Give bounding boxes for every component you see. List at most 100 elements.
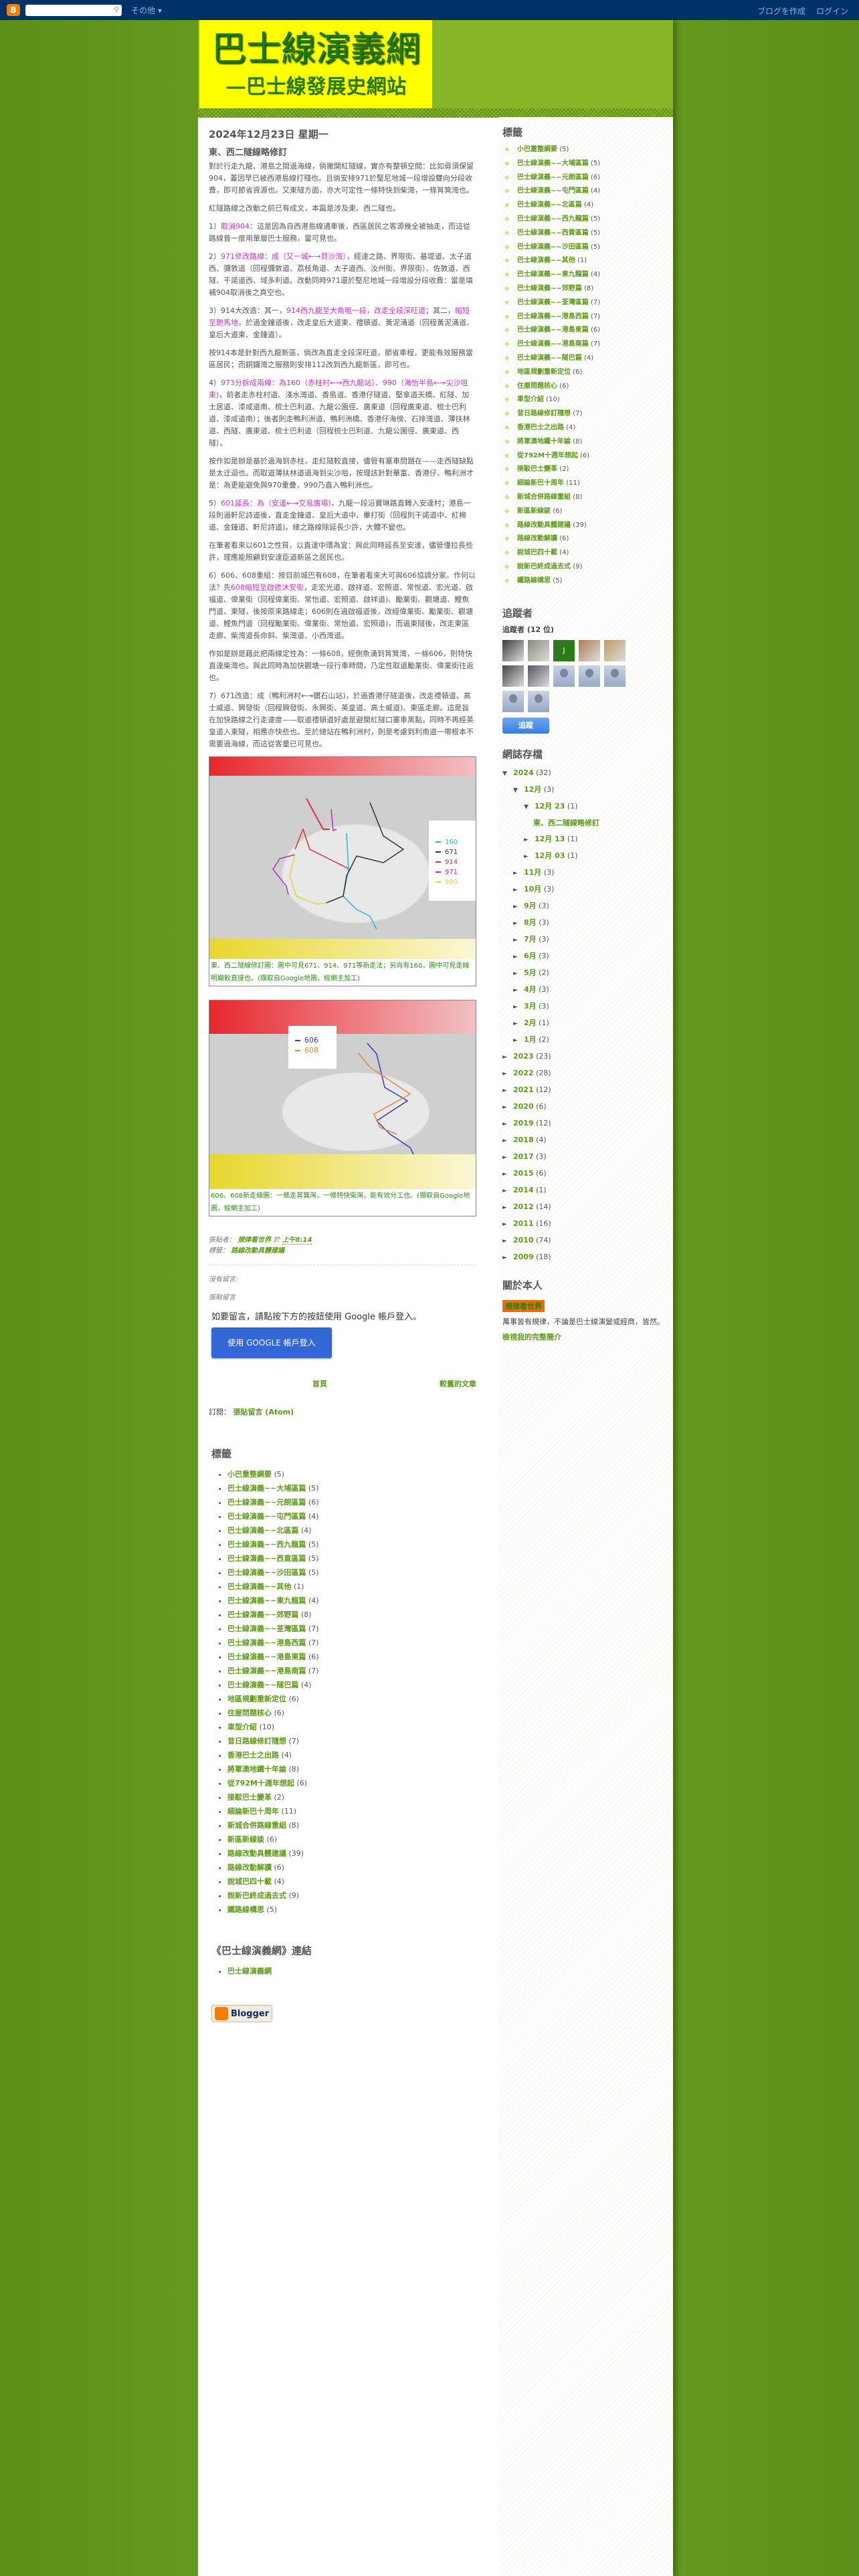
- archive-day-link[interactable]: 12月 13: [535, 834, 565, 843]
- archive-day-link[interactable]: 12月 23: [535, 801, 565, 811]
- archive-day-link[interactable]: 12月 03: [535, 851, 565, 860]
- label-link[interactable]: 巴士線演義~~荃灣區篇: [227, 1624, 306, 1633]
- label-link[interactable]: 說城巴四十載: [517, 549, 557, 557]
- post-label-link[interactable]: 路線改動具體建議: [231, 1247, 285, 1255]
- archive-year-link[interactable]: 2010: [513, 1235, 534, 1245]
- archive-month-link[interactable]: 9月: [524, 901, 537, 910]
- label-link[interactable]: 說新巴終成過去式: [517, 562, 571, 570]
- older-posts-link[interactable]: 較舊的文章: [440, 1380, 476, 1388]
- label-link[interactable]: 巴士線演義~~元朗區篇: [227, 1498, 306, 1507]
- archive-year-link[interactable]: 2015: [513, 1168, 534, 1178]
- blogger-logo-icon[interactable]: B: [7, 4, 20, 16]
- view-profile-link[interactable]: 檢視我的完整簡介: [502, 1332, 561, 1341]
- expand-toggle-icon[interactable]: ►: [513, 1003, 518, 1010]
- expand-toggle-icon[interactable]: ►: [513, 970, 518, 977]
- expand-toggle-icon[interactable]: ►: [513, 986, 518, 994]
- label-link[interactable]: 香港巴士之出路: [227, 1751, 279, 1759]
- blog-title-banner[interactable]: 巴士線演義網 —巴士線發展史網站: [199, 20, 432, 108]
- login-link[interactable]: ログイン: [816, 7, 848, 16]
- collapse-toggle-icon[interactable]: ▼: [524, 803, 529, 811]
- label-link[interactable]: 路線改動具體建議: [517, 521, 571, 529]
- label-link[interactable]: 巴士線演義~~北區篇: [227, 1526, 299, 1535]
- label-link[interactable]: 地區規劃重新定位: [227, 1695, 286, 1703]
- expand-toggle-icon[interactable]: ►: [502, 1137, 507, 1144]
- label-link[interactable]: 路線改動解讀: [517, 535, 557, 543]
- powered-by-blogger-badge[interactable]: Blogger: [211, 2005, 273, 2022]
- follower-avatar[interactable]: [579, 665, 600, 687]
- label-link[interactable]: 巴士線演義~~其他: [227, 1582, 292, 1591]
- label-link[interactable]: 細論新巴十周年: [517, 479, 564, 488]
- label-link[interactable]: 巴士線演義~~沙田區篇: [517, 243, 589, 251]
- expand-toggle-icon[interactable]: ►: [502, 1254, 507, 1261]
- label-link[interactable]: 巴士線演義~~西九龍篇: [517, 215, 589, 223]
- profile-name-badge[interactable]: 規律看世界: [502, 1299, 545, 1312]
- navbar-search-input[interactable]: ⚲: [25, 4, 122, 16]
- expand-toggle-icon[interactable]: ►: [502, 1053, 507, 1061]
- label-link[interactable]: 小巴重整綱要: [517, 146, 557, 153]
- label-link[interactable]: 巴士線演義~~隧巴篇: [517, 354, 582, 362]
- label-link[interactable]: 路線改動具體建議: [227, 1849, 286, 1858]
- label-link[interactable]: 巴士線演義~~荃灣區篇: [517, 298, 589, 306]
- label-link[interactable]: 住屋問題核心: [517, 382, 557, 390]
- archive-post-link[interactable]: 東、西二隧線略修訂: [533, 818, 599, 827]
- label-link[interactable]: 說城巴四十載: [227, 1877, 272, 1886]
- expand-toggle-icon[interactable]: ►: [502, 1170, 507, 1178]
- more-menu[interactable]: その他 ▾: [131, 5, 162, 15]
- home-link[interactable]: 首頁: [312, 1380, 327, 1388]
- label-link[interactable]: 小巴重整綱要: [227, 1470, 272, 1479]
- archive-year-link[interactable]: 2019: [513, 1118, 534, 1128]
- expand-toggle-icon[interactable]: ►: [513, 886, 518, 893]
- label-link[interactable]: 將軍澳地鐵十年論: [227, 1765, 286, 1774]
- archive-year-link[interactable]: 2011: [513, 1218, 534, 1228]
- label-link[interactable]: 巴士線演義~~港島西篇: [227, 1638, 306, 1647]
- label-link[interactable]: 巴士線演義~~港島東篇: [227, 1652, 306, 1661]
- follower-avatar[interactable]: [528, 690, 549, 712]
- label-link[interactable]: 昔日路線修訂隨想: [227, 1737, 286, 1745]
- label-link[interactable]: 新城合併路線重組: [227, 1821, 286, 1830]
- label-link[interactable]: 巴士線演義~~港島東篇: [517, 326, 589, 334]
- expand-toggle-icon[interactable]: ►: [513, 1037, 518, 1044]
- label-link[interactable]: 巴士線演義~~港島西篇: [517, 312, 589, 320]
- archive-year-link[interactable]: 2021: [513, 1085, 534, 1094]
- expand-toggle-icon[interactable]: ►: [502, 1187, 507, 1194]
- label-link[interactable]: 巴士線演義~~隧巴篇: [227, 1681, 299, 1689]
- label-link[interactable]: 說新巴終成過去式: [227, 1891, 286, 1900]
- follower-avatar[interactable]: J: [553, 639, 575, 661]
- label-link[interactable]: 巴士線演義~~郊野篇: [227, 1610, 299, 1619]
- expand-toggle-icon[interactable]: ►: [524, 836, 529, 843]
- label-link[interactable]: 地區規劃重新定位: [517, 368, 571, 376]
- label-link[interactable]: 巴士線演義~~西貢區篇: [517, 229, 589, 237]
- label-link[interactable]: 巴士線演義~~郊野篇: [517, 284, 582, 292]
- follower-avatar[interactable]: [604, 665, 626, 687]
- archive-year-link[interactable]: 2014: [513, 1185, 534, 1194]
- post-title[interactable]: 東、西二隧線略修訂: [209, 148, 288, 158]
- follower-avatar[interactable]: [528, 639, 549, 661]
- archive-month-link[interactable]: 2月: [524, 1018, 537, 1027]
- label-link[interactable]: 鐵路線構思: [517, 576, 551, 584]
- follower-avatar[interactable]: [502, 690, 524, 712]
- archive-year-link[interactable]: 2020: [513, 1101, 534, 1111]
- expand-toggle-icon[interactable]: ►: [513, 920, 518, 927]
- label-link[interactable]: 巴士線演義~~大埔區篇: [517, 159, 589, 167]
- expand-toggle-icon[interactable]: ►: [502, 1154, 507, 1161]
- search-icon[interactable]: ⚲: [113, 5, 119, 14]
- label-link[interactable]: 巴士線演義~~東九龍篇: [227, 1596, 306, 1605]
- follower-avatar[interactable]: [553, 665, 575, 687]
- route-map-image[interactable]: 606 608: [209, 1000, 476, 1189]
- label-link[interactable]: 巴士線演義~~沙田區篇: [227, 1568, 306, 1577]
- expand-toggle-icon[interactable]: ►: [513, 953, 518, 960]
- follow-button[interactable]: 追蹤: [502, 717, 549, 734]
- archive-year-link[interactable]: 2024: [513, 768, 534, 777]
- expand-toggle-icon[interactable]: ►: [502, 1070, 507, 1077]
- expand-toggle-icon[interactable]: ►: [502, 1237, 507, 1245]
- label-link[interactable]: 巴士線演義~~大埔區篇: [227, 1484, 306, 1493]
- follower-avatar[interactable]: [528, 665, 549, 687]
- label-link[interactable]: 巴士線演義~~屯門區篇: [227, 1512, 306, 1521]
- google-login-button[interactable]: 使用 GOOGLE 帳戶登入: [211, 1327, 332, 1358]
- expand-toggle-icon[interactable]: ►: [524, 853, 529, 860]
- label-link[interactable]: 巴士線演義~~港島南篇: [517, 340, 589, 348]
- archive-month-link[interactable]: 6月: [524, 951, 537, 960]
- label-link[interactable]: 接駁巴士變革: [517, 465, 557, 473]
- archive-year-link[interactable]: 2022: [513, 1068, 534, 1077]
- expand-toggle-icon[interactable]: ►: [502, 1120, 507, 1128]
